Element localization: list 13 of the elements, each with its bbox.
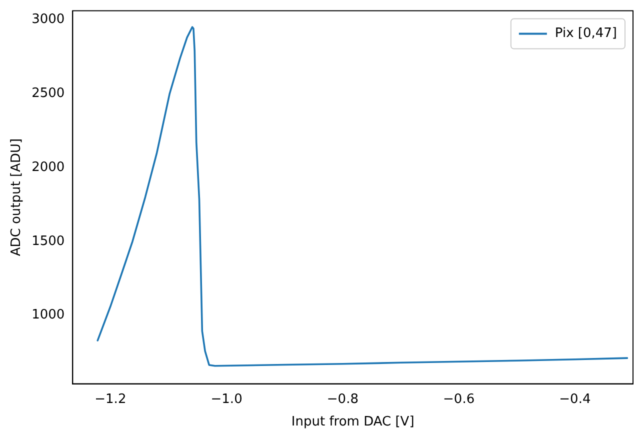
y-tick-label: 2500: [32, 86, 65, 101]
x-tick-label: −0.4: [559, 392, 591, 407]
x-axis-title: Input from DAC [V]: [291, 414, 414, 430]
y-tick-label: 3000: [32, 12, 65, 28]
y-axis-title: ADC output [ADU]: [9, 138, 24, 256]
y-tick-label: 1500: [32, 234, 65, 249]
legend-label: Pix [0,47]: [554, 26, 618, 42]
x-tick-label: −1.2: [94, 392, 126, 407]
y-tick-label: 1000: [32, 308, 65, 323]
x-tick-label: −1.0: [210, 392, 242, 407]
x-tick-label: −0.8: [326, 392, 358, 407]
y-tick-label: 2000: [32, 160, 65, 175]
x-tick-label: −0.6: [443, 392, 475, 407]
